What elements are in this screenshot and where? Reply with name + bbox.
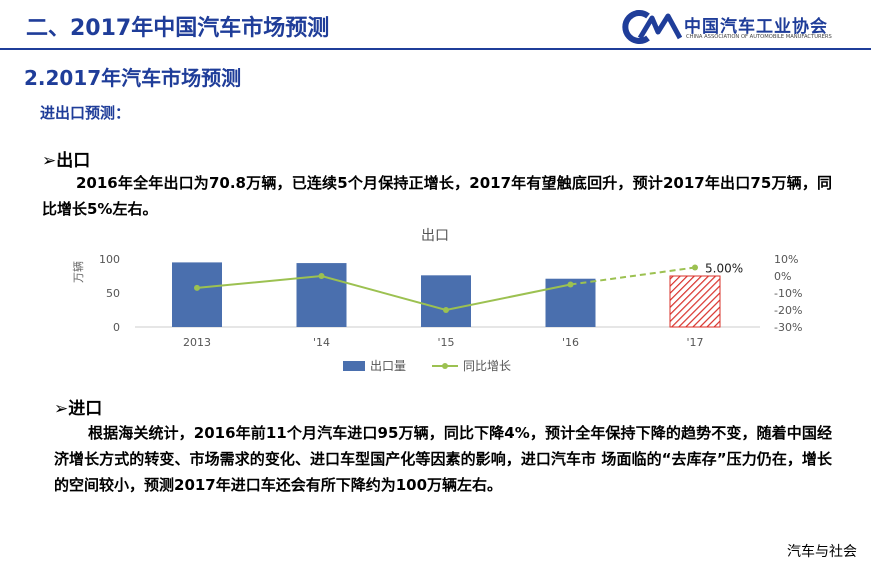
y2-tick-label: -20% [774, 304, 802, 317]
x-tick-label: '16 [562, 336, 579, 349]
chart-bar-forecast [669, 275, 721, 328]
export-bullet-icon: ➢ [42, 151, 57, 171]
legend-swatch-bar [343, 361, 365, 371]
import-paragraph: 根据海关统计，2016年前11个月汽车进口95万辆，同比下降4%，预计全年保持下… [54, 424, 832, 494]
y2-tick-label: -30% [774, 321, 802, 334]
export-heading-text: 出口 [56, 151, 91, 171]
export-paragraph: 2016年全年出口为70.8万辆，已连续5个月保持正增长，2017年有望触底回升… [42, 174, 832, 218]
watermark: 汽车与社会 [787, 544, 857, 560]
y-tick-label: 0 [113, 321, 120, 334]
legend-label-bar: 出口量 [370, 359, 406, 373]
chart-point [318, 273, 325, 279]
legend-marker-line [442, 363, 448, 369]
x-tick-label: 2013 [183, 336, 211, 349]
header-title: 二、2017年中国汽车市场预测 [26, 16, 330, 41]
logo: 中国汽车工业协会 CHINA ASSOCIATION OF AUTOMOBILE… [618, 8, 858, 46]
x-tick-label: '15 [437, 336, 454, 349]
export-heading: ➢出口 [42, 146, 90, 171]
import-heading-text: 进口 [68, 399, 103, 419]
y2-tick-label: -10% [774, 287, 802, 300]
x-tick-label: '17 [686, 336, 703, 349]
legend-label-line: 同比增长 [463, 359, 511, 373]
header-divider [0, 48, 871, 50]
import-bullet-icon: ➢ [54, 399, 69, 419]
x-tick-label: '14 [313, 336, 330, 349]
logo-text-cn: 中国汽车工业协会 [684, 17, 828, 37]
y2-tick-label: 0% [774, 270, 791, 283]
chart-bar [172, 262, 222, 327]
export-chart: 出口 万辆 5.00% 0 50 100 10% 0% -10% -20% -30% 2013 '… [71, 228, 802, 373]
import-heading: ➢进口 [54, 394, 102, 419]
y2-tick-label: 10% [774, 253, 798, 266]
chart-line-actual [196, 274, 571, 312]
logo-text-en: CHINA ASSOCIATION OF AUTOMOBILE MANUFACT… [686, 34, 832, 40]
chart-title: 出口 [421, 228, 449, 244]
y-tick-label: 100 [99, 253, 120, 266]
logo-mark-icon [622, 10, 682, 44]
chart-point [443, 307, 449, 313]
y-tick-label: 50 [106, 287, 120, 300]
y-axis-label: 万辆 [71, 261, 85, 283]
chart-point [194, 284, 200, 291]
chart-point [567, 281, 574, 288]
chart-bar [421, 275, 471, 327]
subsection-title: 进出口预测： [40, 104, 131, 122]
chart-line-forecast [570, 266, 696, 286]
chart-point [692, 264, 698, 271]
chart-data-label: 5.00% [705, 262, 743, 276]
section-title: 2.2017年汽车市场预测 [24, 66, 242, 90]
chart-bar [296, 263, 347, 327]
